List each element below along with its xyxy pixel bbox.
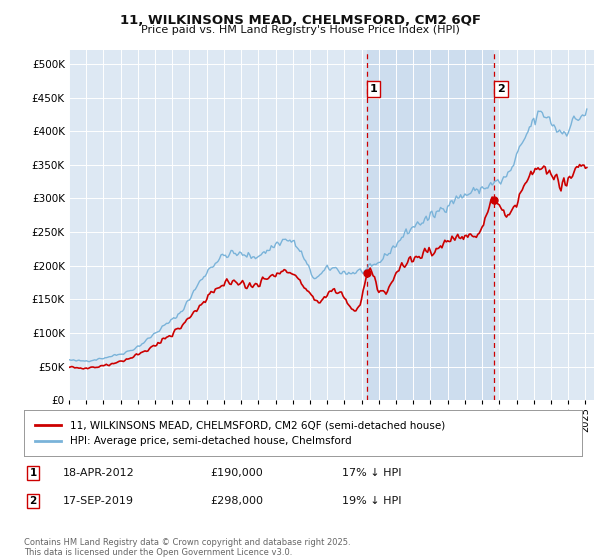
Text: 1: 1 xyxy=(29,468,37,478)
Text: £298,000: £298,000 xyxy=(210,496,263,506)
Text: Price paid vs. HM Land Registry's House Price Index (HPI): Price paid vs. HM Land Registry's House … xyxy=(140,25,460,35)
Text: 2: 2 xyxy=(497,84,505,94)
Text: £190,000: £190,000 xyxy=(210,468,263,478)
Text: 2: 2 xyxy=(29,496,37,506)
Legend: 11, WILKINSONS MEAD, CHELMSFORD, CM2 6QF (semi-detached house), HPI: Average pri: 11, WILKINSONS MEAD, CHELMSFORD, CM2 6QF… xyxy=(29,414,451,452)
Text: Contains HM Land Registry data © Crown copyright and database right 2025.
This d: Contains HM Land Registry data © Crown c… xyxy=(24,538,350,557)
Text: 17% ↓ HPI: 17% ↓ HPI xyxy=(342,468,401,478)
Text: 18-APR-2012: 18-APR-2012 xyxy=(63,468,135,478)
Text: 19% ↓ HPI: 19% ↓ HPI xyxy=(342,496,401,506)
Text: 1: 1 xyxy=(370,84,377,94)
Text: 17-SEP-2019: 17-SEP-2019 xyxy=(63,496,134,506)
Bar xyxy=(367,50,494,400)
Text: 11, WILKINSONS MEAD, CHELMSFORD, CM2 6QF: 11, WILKINSONS MEAD, CHELMSFORD, CM2 6QF xyxy=(119,14,481,27)
